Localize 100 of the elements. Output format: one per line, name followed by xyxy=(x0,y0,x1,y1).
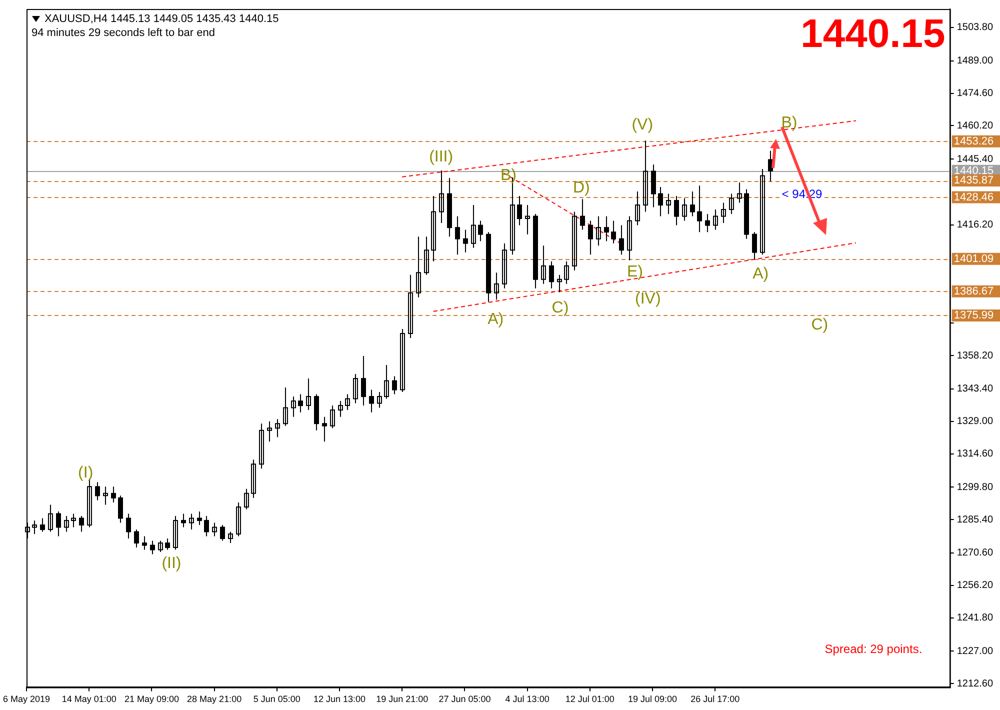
candlestick xyxy=(674,196,679,226)
candlestick xyxy=(463,229,468,253)
candlestick xyxy=(48,504,53,532)
candlestick xyxy=(142,536,147,550)
candlestick xyxy=(173,515,178,550)
candlestick xyxy=(549,260,554,289)
annotation: B) xyxy=(500,167,516,184)
candlestick xyxy=(596,216,601,246)
annotation: (I) xyxy=(78,464,94,482)
candlestick xyxy=(377,392,382,408)
candlestick xyxy=(416,236,421,298)
candlestick xyxy=(697,185,702,233)
text: 94 minutes 29 seconds left to bar end xyxy=(32,26,216,40)
candlestick xyxy=(118,495,123,524)
y-tick-label: 1503.80 xyxy=(956,22,994,34)
candlestick xyxy=(267,420,272,442)
x-tick-label: 19 Jul 09:00 xyxy=(628,694,678,704)
candlestick xyxy=(353,374,358,404)
candlestick xyxy=(604,216,609,242)
candlestick xyxy=(64,515,69,532)
ref-line-label: 1375.99 xyxy=(954,309,994,322)
candlestick xyxy=(525,204,530,235)
x-tick-label: 27 Jun 05:00 xyxy=(438,694,491,704)
x-tick-label: 4 Jul 13:00 xyxy=(505,694,550,704)
y-tick-label: 1358.20 xyxy=(956,350,994,362)
candlestick xyxy=(611,220,616,244)
annotation: C) xyxy=(811,316,828,334)
candlestick xyxy=(384,364,389,400)
candlestick xyxy=(517,196,522,226)
y-tick-label: 1241.80 xyxy=(956,612,994,624)
ref-line-label: 1386.67 xyxy=(954,285,994,298)
annotation: (V) xyxy=(632,116,654,134)
candlestick xyxy=(236,502,241,537)
x-tick-label: 5 Jun 05:00 xyxy=(253,694,300,704)
candlestick xyxy=(439,170,444,224)
candlestick xyxy=(32,520,37,534)
candlestick xyxy=(56,510,61,537)
candlestick xyxy=(283,387,288,426)
x-tick-label: 21 May 09:00 xyxy=(124,694,179,704)
y-tick-label: 1416.20 xyxy=(956,220,994,231)
candlestick xyxy=(400,328,405,393)
candlestick xyxy=(158,540,163,553)
candlestick xyxy=(111,486,116,503)
candlestick xyxy=(71,513,76,528)
candlestick xyxy=(79,515,84,532)
ref-line-label: 1440.15 xyxy=(954,164,994,177)
candlestick xyxy=(431,196,436,262)
candlestick xyxy=(541,245,546,284)
candlestick xyxy=(338,400,343,418)
candlestick xyxy=(635,191,640,226)
annotation: D) xyxy=(572,179,590,196)
candlestick xyxy=(564,260,569,284)
candlestick xyxy=(40,518,45,532)
candlestick xyxy=(197,510,202,526)
candlestick xyxy=(424,236,429,276)
annotation: A) xyxy=(752,266,769,283)
candlestick xyxy=(666,193,671,215)
y-tick-label: 1212.60 xyxy=(956,678,994,690)
annotation: (III) xyxy=(429,148,454,166)
annotation: (II) xyxy=(162,555,182,572)
y-tick-label: 1227.00 xyxy=(956,646,994,657)
candlestick xyxy=(345,394,350,411)
candlestick xyxy=(134,528,139,548)
x-tick-label: 26 Jul 17:00 xyxy=(690,694,740,704)
candlestick xyxy=(95,482,100,501)
candlestick xyxy=(306,378,311,411)
annotation: A) xyxy=(488,311,504,328)
candlestick xyxy=(494,272,499,300)
candlestick xyxy=(322,416,327,442)
x-tick-label: 28 May 21:00 xyxy=(187,694,242,704)
candlestick xyxy=(251,459,256,498)
y-tick-label: 1445.40 xyxy=(956,154,994,165)
candlestick xyxy=(165,538,170,550)
ref-line-label: 1401.09 xyxy=(954,252,994,265)
candlestick xyxy=(713,209,718,230)
candlestick xyxy=(658,186,663,217)
y-tick-label: 1460.20 xyxy=(956,120,994,132)
candlestick xyxy=(752,232,757,260)
y-tick-label: 1329.00 xyxy=(956,416,994,428)
candlestick xyxy=(478,220,483,242)
candlestick xyxy=(220,524,225,542)
annotation: Spread: 29 points. xyxy=(824,642,922,656)
candlestick xyxy=(330,405,335,429)
candlestick xyxy=(619,224,624,256)
candlestick xyxy=(580,198,585,230)
ref-line-label: 1435.87 xyxy=(954,174,994,187)
candlestick xyxy=(705,214,710,233)
candlestick xyxy=(572,211,577,271)
candlestick xyxy=(259,423,264,470)
chart-title: XAUUSD,H4 1445.13 1449.05 1435.43 1440.15 xyxy=(44,12,279,26)
y-tick-label: 1489.00 xyxy=(956,56,994,67)
candlestick xyxy=(204,515,209,537)
candlestick xyxy=(103,486,108,506)
y-tick-label: 1270.60 xyxy=(956,548,994,559)
candlestick xyxy=(682,198,687,222)
y-tick-label: 1285.40 xyxy=(956,514,994,526)
annotation: 1440.15 xyxy=(800,12,946,56)
x-tick-label: 12 Jul 01:00 xyxy=(565,694,614,704)
candlestick xyxy=(643,140,648,212)
y-tick-label: 1299.80 xyxy=(956,482,994,493)
